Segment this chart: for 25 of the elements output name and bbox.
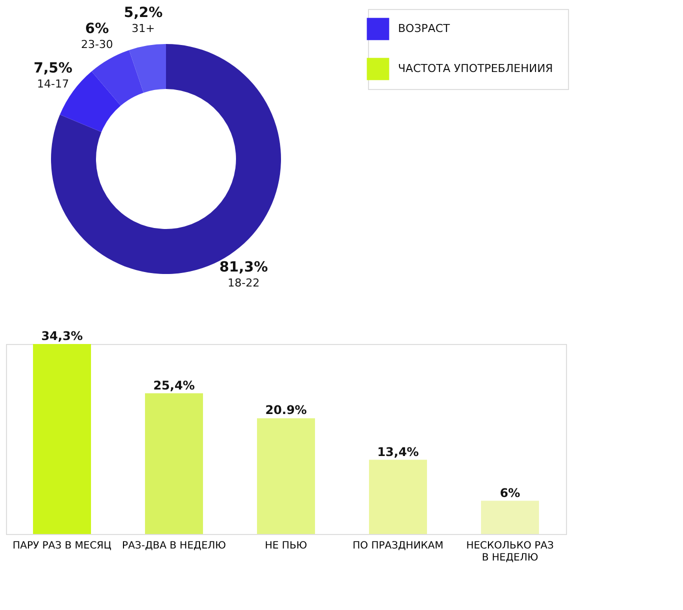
legend-label: ВОЗРАСТ <box>398 22 450 35</box>
bar <box>33 344 91 534</box>
text: 5,2% <box>124 4 163 21</box>
slice-label: 14-17 <box>37 77 69 90</box>
data-label: 6% <box>500 486 520 500</box>
x-tick-label: ПАРУ РАЗ В МЕСЯЦ <box>12 540 112 552</box>
bar <box>369 460 427 534</box>
legend-label: ЧАСТОТА УПОТРЕБЛЕНИИЯ <box>398 62 553 75</box>
x-tick-label: НЕ ПЬЮ <box>264 540 308 552</box>
bar <box>145 393 203 534</box>
slice-label: 18-22 <box>228 276 260 290</box>
slice-label: 31+ <box>132 22 155 35</box>
data-label: 25,4% <box>153 378 195 392</box>
text: 81,3% <box>219 260 268 276</box>
data-label: 20.9% <box>265 403 307 418</box>
text: 7,5% <box>34 60 72 76</box>
x-tick-label: ПО ПРАЗДНИКАМ <box>352 540 444 552</box>
x-tick-label: НЕСКОЛЬКО РАЗ В НЕДЕЛЮ <box>466 540 554 564</box>
slice-label: 23-30 <box>81 38 114 52</box>
bar <box>481 500 539 534</box>
data-label: 13,4% <box>377 444 419 459</box>
text: 6% <box>85 21 109 38</box>
x-tick-label: РАЗ-ДВА В НЕДЕЛЮ <box>122 540 226 552</box>
bar <box>257 418 315 534</box>
data-label: 34,3% <box>41 329 83 343</box>
